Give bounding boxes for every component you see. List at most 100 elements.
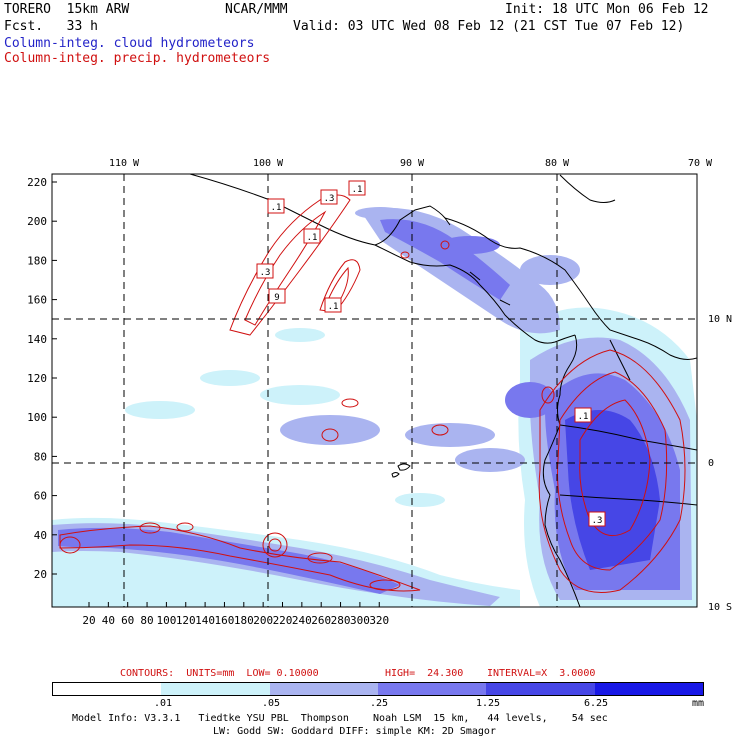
precip-cell <box>262 532 288 558</box>
contour-label-box <box>574 407 592 423</box>
lat-label-eq: 0 <box>708 458 714 469</box>
lon-label-110w: 110 W <box>109 158 140 169</box>
x-tick-label: 280 <box>331 614 351 627</box>
lat-lon-grid <box>52 174 697 607</box>
y-tick-label: 80 <box>34 450 47 463</box>
coastline-south-america <box>542 334 581 607</box>
legend-swatch <box>486 683 595 695</box>
y-tick-label: 60 <box>34 490 47 503</box>
precip-contour <box>538 349 686 593</box>
contour-label-box <box>303 228 321 244</box>
legend-label: 1.25 <box>476 698 501 709</box>
cloud-patch <box>275 328 325 342</box>
field-cloud-label: Column-integ. cloud hydrometeors <box>4 36 255 51</box>
contour-label-box <box>348 180 366 196</box>
legend-swatch <box>161 683 270 695</box>
precip-cell <box>341 398 359 408</box>
precip-contour <box>579 399 651 537</box>
coastline-mexico <box>189 174 451 246</box>
precip-cell <box>400 251 410 259</box>
precip-contour <box>557 371 668 571</box>
cloud-band-itcz-core <box>58 527 400 594</box>
contour-high: HIGH= 24.300 <box>385 668 464 679</box>
x-tick-label: 20 <box>82 614 95 627</box>
model-title: TORERO 15km ARW <box>4 2 130 17</box>
legend-swatch <box>594 683 703 695</box>
contour-label-text: .1 <box>307 233 318 243</box>
coastline-central-america <box>374 244 576 344</box>
legend-swatch <box>269 683 378 695</box>
precip-cell <box>268 538 282 552</box>
cloud-patch <box>260 385 340 405</box>
legend-units: mm <box>692 698 705 709</box>
precip-cell <box>59 536 81 554</box>
legend-swatch <box>377 683 487 695</box>
x-tick-label: 140 <box>195 614 215 627</box>
forecast-hour: Fcst. 33 h <box>4 19 98 34</box>
valid-time: Valid: 03 UTC Wed 08 Feb 12 (21 CST Tue … <box>293 19 685 34</box>
cloud-patch <box>395 493 445 507</box>
physics-info: LW: Godd SW: Goddard DIFF: simple KM: 2D… <box>213 726 496 737</box>
precip-cell <box>176 522 194 532</box>
contour-label-box <box>268 288 286 304</box>
precip-contour <box>319 259 361 313</box>
x-tick-label: 80 <box>140 614 153 627</box>
lon-label-90w: 90 W <box>400 158 425 169</box>
cloud-patch <box>200 370 260 386</box>
y-tick-label: 100 <box>27 411 47 424</box>
x-tick-label: 240 <box>292 614 312 627</box>
cloud-patch <box>125 401 195 419</box>
contour-label-text: 9 <box>274 293 279 303</box>
x-tick-label: 300 <box>350 614 370 627</box>
contour-label-text: .1 <box>578 412 589 422</box>
y-tick-label: 160 <box>27 294 47 307</box>
contour-interval: INTERVAL=X 3.0000 <box>487 668 596 679</box>
y-tick-label: 220 <box>27 176 47 189</box>
color-legend <box>52 682 704 696</box>
cloud-shading <box>52 207 697 607</box>
precip-contours <box>59 194 686 593</box>
model-info: Model Info: V3.3.1 Tiedtke YSU PBL Thomp… <box>72 713 608 724</box>
contour-label-box <box>256 263 274 279</box>
x-tick-label: 40 <box>102 614 115 627</box>
precip-contour <box>327 266 349 301</box>
cloud-area-andes-dark <box>565 410 660 570</box>
field-precip-label: Column-integ. precip. hydrometeors <box>4 51 271 66</box>
legend-label: 6.25 <box>584 698 609 709</box>
lat-label-10s: 10 S <box>708 602 732 613</box>
x-tick-label: 120 <box>176 614 196 627</box>
cloud-patch <box>440 236 500 254</box>
precip-cell <box>307 552 333 564</box>
x-tick-label: 160 <box>215 614 235 627</box>
coastline-yucatan <box>559 174 616 203</box>
cloud-patch <box>520 255 580 285</box>
lon-label-70w: 70 W <box>688 158 713 169</box>
y-tick-label: 120 <box>27 372 47 385</box>
precip-cell <box>321 428 339 442</box>
cloud-patch <box>405 423 495 447</box>
contour-label-box <box>324 297 342 313</box>
coastline-galapagos <box>397 463 411 471</box>
x-tick-label: 60 <box>121 614 134 627</box>
y-axis-ticks: 220 200 180 160 140 120 100 80 60 40 20 <box>27 176 57 581</box>
contour-label-text: .3 <box>324 194 335 204</box>
coastlines <box>189 174 697 607</box>
contour-units: CONTOURS: UNITS=mm LOW= 0.10000 <box>120 668 319 679</box>
contour-label-text: .1 <box>352 185 363 195</box>
precip-cell <box>541 386 555 404</box>
country-borders <box>469 271 697 506</box>
x-axis-ticks: 20 40 60 80 100 120 140 160 180 200 220 240 260 280 30… <box>82 602 389 627</box>
org-label: NCAR/MMM <box>225 2 288 17</box>
lon-label-100w: 100 W <box>253 158 284 169</box>
coastline-caribbean <box>444 217 697 360</box>
y-tick-label: 20 <box>34 568 47 581</box>
contour-label-box <box>267 198 285 214</box>
precip-cell <box>440 240 450 250</box>
contour-labels: .1 .3 .1 .1 .3 9 .1 .1 .3 <box>256 180 606 527</box>
y-tick-label: 140 <box>27 333 47 346</box>
precip-cell <box>369 579 401 591</box>
precip-contour <box>229 194 351 336</box>
contour-label-text: .3 <box>260 268 271 278</box>
contour-label-text: .3 <box>592 516 603 526</box>
